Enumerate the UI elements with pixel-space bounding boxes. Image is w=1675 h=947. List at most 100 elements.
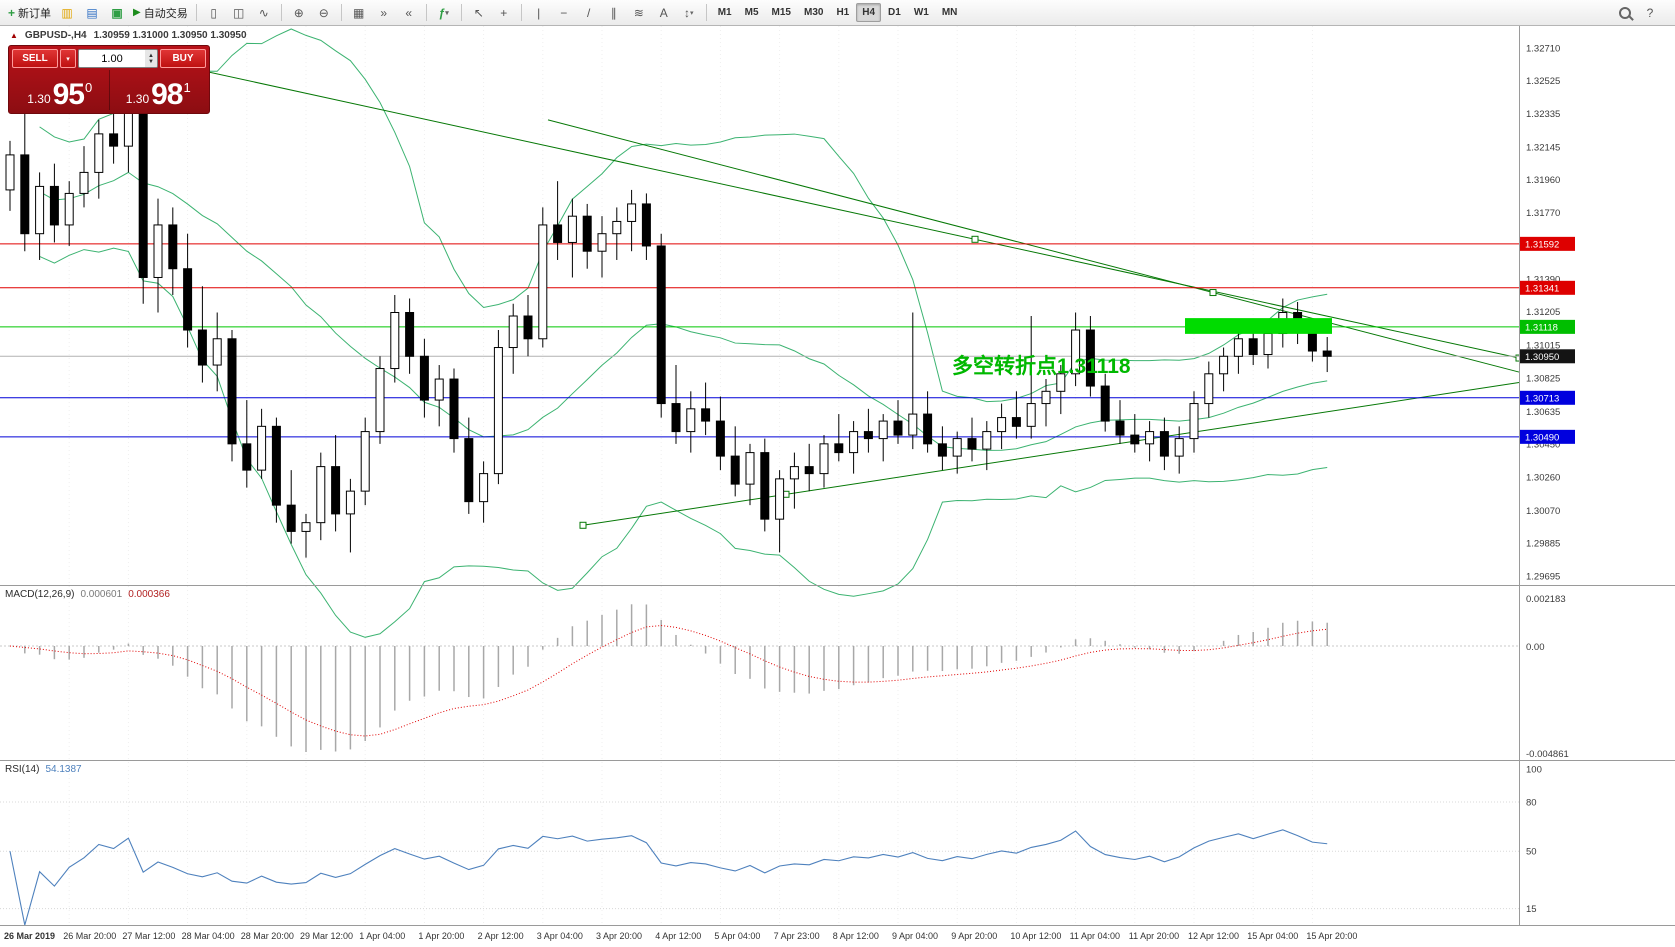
cursor-button[interactable]: ↖	[467, 3, 491, 23]
candle	[804, 443, 814, 492]
candle-body	[952, 438, 962, 457]
timeframe-m15[interactable]: M15	[771, 7, 791, 18]
zoom-out-button[interactable]: ⊖	[312, 3, 336, 23]
sell-button[interactable]: SELL	[12, 49, 58, 68]
buy-button[interactable]: BUY	[160, 49, 206, 68]
indicators-button[interactable]: ƒ ▾	[432, 3, 456, 23]
trendline-button[interactable]: /	[577, 3, 601, 23]
candle	[493, 330, 503, 485]
auto-scroll-button[interactable]: »	[372, 3, 396, 23]
candle	[301, 513, 311, 558]
crosshair-button[interactable]: +	[492, 3, 516, 23]
candle	[656, 233, 666, 418]
candle	[405, 298, 415, 374]
candle	[923, 391, 933, 453]
fibonacci-button[interactable]: ≋	[627, 3, 651, 23]
time-axis-label: 9 Apr 04:00	[892, 931, 938, 941]
price-axis-label: 1.30635	[1526, 407, 1560, 418]
candle-body	[419, 355, 429, 401]
rsi-line	[9, 829, 1328, 926]
time-axis-label: 15 Apr 04:00	[1247, 931, 1298, 941]
sell-price[interactable]: 1.30 95 0	[12, 70, 108, 110]
candle	[567, 198, 577, 278]
timeframe-h1[interactable]: H1	[836, 7, 850, 18]
candle-body	[567, 215, 577, 243]
price-axis-label: 1.31770	[1526, 208, 1560, 219]
candle-body	[1011, 417, 1021, 427]
trendline-handle[interactable]	[1209, 289, 1217, 297]
candle	[982, 421, 992, 471]
timeframe-m5[interactable]: M5	[744, 7, 759, 18]
spin-down-icon[interactable]: ▼	[148, 58, 154, 65]
candle	[419, 338, 429, 418]
crosshair-icon: +	[500, 5, 508, 20]
trendline-3[interactable]	[582, 382, 1520, 526]
candle-body	[49, 185, 59, 226]
order-type-dropdown[interactable]: ▾	[60, 49, 76, 68]
annotation-text[interactable]: 多空转折点1.31118	[952, 355, 1131, 378]
rsi-label: RSI(14) 54.1387	[5, 764, 82, 775]
candle	[553, 181, 563, 260]
rsi-axis-label: 50	[1526, 847, 1537, 858]
channel-button[interactable]: ∥	[602, 3, 626, 23]
candle-body	[449, 378, 459, 440]
candlestick-chart-button[interactable]: ◫	[227, 3, 251, 23]
candle	[153, 198, 163, 313]
buy-price-big: 98	[151, 78, 183, 111]
time-axis-label: 7 Apr 23:00	[774, 931, 820, 941]
vertical-line-button[interactable]: |	[527, 3, 551, 23]
candle-body	[242, 443, 252, 471]
price-tag-label: 1.31118	[1525, 322, 1558, 333]
arrows-tool-button[interactable]: ↕ ▾	[677, 3, 701, 23]
auto-trading-button[interactable]: ▶ 自动交易	[130, 3, 191, 23]
volume-spinner[interactable]: ▲ ▼	[145, 50, 157, 67]
new-order-button[interactable]: + 新订单	[5, 3, 54, 23]
time-axis-label: 4 Apr 12:00	[655, 931, 701, 941]
channel-icon: ∥	[610, 5, 617, 20]
candle	[775, 470, 785, 553]
candle	[686, 391, 696, 453]
timeframe-d1[interactable]: D1	[888, 7, 901, 18]
candle-body	[153, 224, 163, 278]
volume-input[interactable]	[79, 50, 145, 67]
buy-price[interactable]: 1.30 98 1	[111, 70, 207, 110]
time-axis-label: 2 Apr 12:00	[478, 931, 524, 941]
line-chart-button[interactable]: ∿	[252, 3, 276, 23]
spin-up-icon[interactable]: ▲	[148, 52, 154, 59]
help-icon: ?	[1646, 5, 1654, 20]
candle-body	[1041, 390, 1051, 405]
timeframe-h4[interactable]: H4	[856, 3, 882, 22]
highlight-rectangle[interactable]	[1185, 318, 1332, 334]
timeframe-w1[interactable]: W1	[913, 7, 929, 18]
toolbar-separator	[705, 4, 707, 21]
candle-body	[301, 522, 311, 532]
candle-body	[360, 431, 370, 492]
timeframe-m1[interactable]: M1	[717, 7, 732, 18]
candle	[760, 438, 770, 532]
text-tool-icon: A	[659, 5, 668, 20]
trendline-handle[interactable]	[579, 521, 587, 529]
data-window-button[interactable]: ▤	[80, 3, 104, 23]
time-axis-label: 11 Apr 20:00	[1129, 931, 1179, 941]
bar-chart-button[interactable]: ▯	[202, 3, 226, 23]
trendline-2[interactable]	[547, 119, 1520, 373]
text-tool-button[interactable]: A	[652, 3, 676, 23]
candle	[242, 400, 252, 488]
horizontal-line-button[interactable]: −	[552, 3, 576, 23]
zoom-in-button[interactable]: ⊕	[287, 3, 311, 23]
market-watch-button[interactable]: ▥	[55, 3, 79, 23]
candle-body	[1145, 431, 1155, 445]
trendline-1[interactable]	[154, 59, 1520, 359]
search-button[interactable]	[1613, 3, 1637, 23]
candle-body	[967, 438, 977, 450]
candle-body	[168, 224, 178, 270]
help-button[interactable]: ?	[1638, 3, 1662, 23]
timeframe-mn[interactable]: MN	[941, 7, 958, 18]
timeframe-m30[interactable]: M30	[803, 7, 824, 18]
trendline-handle[interactable]	[971, 235, 979, 243]
chart-shift-button[interactable]: «	[397, 3, 421, 23]
tile-windows-button[interactable]: ▦	[347, 3, 371, 23]
navigator-button[interactable]: ▣	[105, 3, 129, 23]
candle	[701, 382, 711, 436]
candle-body	[286, 504, 296, 532]
